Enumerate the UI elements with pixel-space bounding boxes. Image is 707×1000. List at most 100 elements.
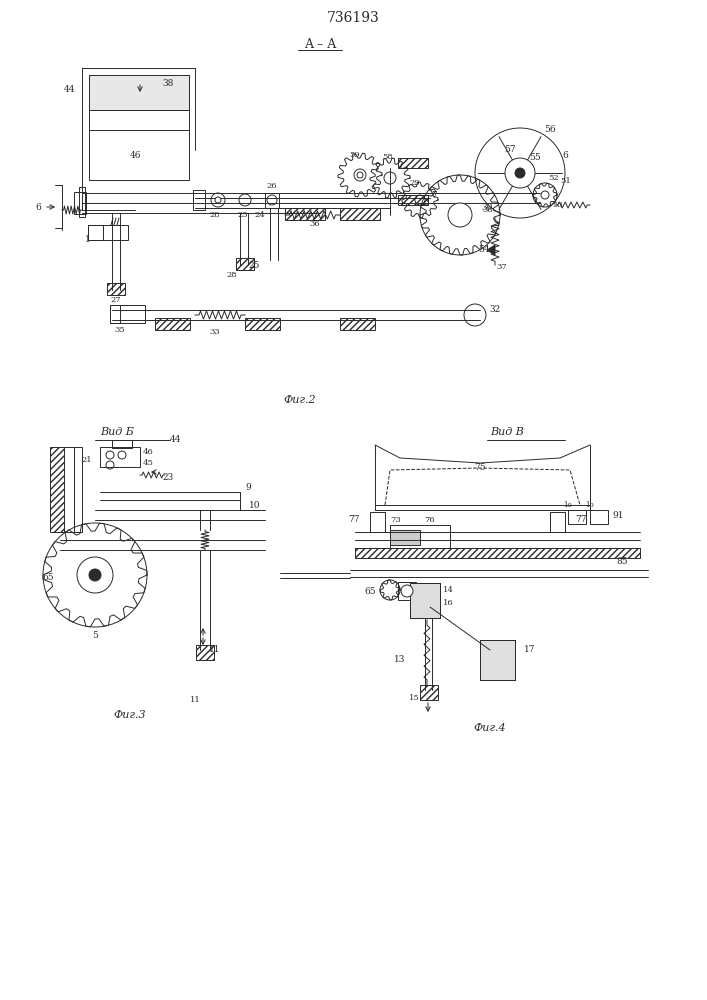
Bar xyxy=(340,208,380,220)
Text: 77: 77 xyxy=(349,516,360,524)
Polygon shape xyxy=(487,245,495,255)
Bar xyxy=(390,525,450,550)
Bar xyxy=(110,305,120,323)
Bar xyxy=(196,645,214,660)
Circle shape xyxy=(215,197,221,203)
Text: 54: 54 xyxy=(478,245,490,254)
Bar xyxy=(245,318,280,330)
Text: 15: 15 xyxy=(409,694,419,702)
Text: 11: 11 xyxy=(209,646,221,654)
Text: 9: 9 xyxy=(245,483,251,491)
Text: 35: 35 xyxy=(115,326,125,334)
Text: 11: 11 xyxy=(189,696,200,704)
Text: Фиг.2: Фиг.2 xyxy=(284,395,316,405)
Bar xyxy=(265,193,279,208)
Bar xyxy=(79,187,85,217)
Text: 52: 52 xyxy=(549,174,559,182)
Bar xyxy=(390,530,420,545)
Text: 51: 51 xyxy=(561,177,571,185)
Text: 65: 65 xyxy=(42,574,54,582)
Bar xyxy=(236,258,254,270)
Bar xyxy=(100,447,140,467)
Text: 16: 16 xyxy=(443,599,453,607)
Text: Фиг.4: Фиг.4 xyxy=(474,723,506,733)
Bar xyxy=(74,192,86,214)
Text: 36: 36 xyxy=(310,220,320,228)
Text: 21: 21 xyxy=(82,456,93,464)
Circle shape xyxy=(357,172,363,178)
Text: 91: 91 xyxy=(612,510,624,520)
Bar xyxy=(340,318,375,330)
Text: 73: 73 xyxy=(390,516,401,524)
Text: 24: 24 xyxy=(255,211,265,219)
Text: 23: 23 xyxy=(163,474,174,483)
Text: 29: 29 xyxy=(409,179,421,187)
Text: 37: 37 xyxy=(496,263,508,271)
Text: 38: 38 xyxy=(163,79,174,88)
Bar xyxy=(74,447,82,532)
Text: 46: 46 xyxy=(129,150,141,159)
Text: 1o: 1o xyxy=(563,501,573,509)
Text: Вид Б: Вид Б xyxy=(100,427,134,437)
Text: 57: 57 xyxy=(504,145,516,154)
Bar xyxy=(285,208,325,220)
Text: 44: 44 xyxy=(64,86,75,95)
Text: 76: 76 xyxy=(425,516,436,524)
Text: 7: 7 xyxy=(431,192,437,200)
Text: 28: 28 xyxy=(210,211,221,219)
Text: 1o: 1o xyxy=(585,501,595,509)
Bar xyxy=(89,75,189,110)
Bar xyxy=(398,582,416,600)
Text: 13: 13 xyxy=(395,656,406,664)
Bar xyxy=(480,640,515,680)
Bar xyxy=(107,283,125,295)
Text: 33: 33 xyxy=(209,328,221,336)
Bar xyxy=(410,583,440,618)
Text: 17: 17 xyxy=(525,646,536,654)
Bar xyxy=(420,685,438,700)
Text: 30: 30 xyxy=(481,204,493,213)
Bar xyxy=(193,190,205,210)
Bar xyxy=(550,512,565,532)
Text: 5: 5 xyxy=(92,631,98,640)
Text: 53: 53 xyxy=(553,201,563,209)
Text: 25: 25 xyxy=(248,260,259,269)
Text: 75: 75 xyxy=(474,464,486,473)
Text: 32: 32 xyxy=(489,306,501,314)
Bar xyxy=(370,512,385,532)
Bar xyxy=(410,583,440,618)
Text: 38: 38 xyxy=(483,206,493,214)
Bar xyxy=(155,318,190,330)
Text: A – A: A – A xyxy=(304,37,336,50)
Text: 56: 56 xyxy=(544,125,556,134)
Text: 45: 45 xyxy=(143,459,153,467)
Text: 1: 1 xyxy=(85,235,91,244)
Text: Фиг.3: Фиг.3 xyxy=(114,710,146,720)
Bar xyxy=(64,447,74,532)
Bar xyxy=(398,158,428,168)
Text: 6: 6 xyxy=(35,202,41,212)
Bar xyxy=(355,548,640,558)
Text: 85: 85 xyxy=(617,558,628,566)
Text: 10: 10 xyxy=(250,502,261,510)
Bar xyxy=(568,510,586,524)
Circle shape xyxy=(401,585,413,597)
Text: 44: 44 xyxy=(169,436,181,444)
Circle shape xyxy=(515,168,525,178)
Text: 14: 14 xyxy=(443,586,453,594)
Text: 6: 6 xyxy=(562,150,568,159)
Bar xyxy=(88,225,128,240)
Bar xyxy=(398,195,428,205)
Text: 27: 27 xyxy=(111,296,122,304)
Text: 736193: 736193 xyxy=(327,11,380,25)
Text: 28: 28 xyxy=(227,271,238,279)
Bar xyxy=(110,305,145,323)
Text: 65: 65 xyxy=(364,587,376,596)
Text: Вид В: Вид В xyxy=(490,427,524,437)
Circle shape xyxy=(77,557,113,593)
Bar xyxy=(50,447,64,532)
Text: 55: 55 xyxy=(529,153,541,162)
Text: 25: 25 xyxy=(238,211,248,219)
Text: 26: 26 xyxy=(267,182,277,190)
Bar xyxy=(89,75,189,180)
